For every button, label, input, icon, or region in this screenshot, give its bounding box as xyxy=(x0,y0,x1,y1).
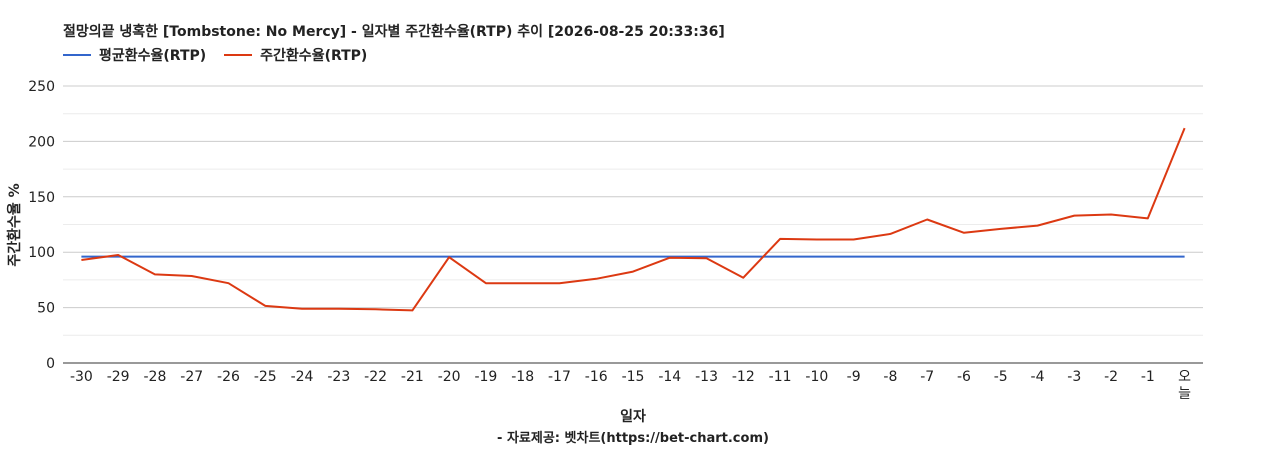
legend-label-average: 평균환수율(RTP) xyxy=(99,48,207,64)
x-tick-label: -11 xyxy=(769,369,792,385)
y-tick-label: 200 xyxy=(28,134,55,150)
x-tick-label: -30 xyxy=(70,369,93,385)
x-tick-label: -25 xyxy=(254,369,277,385)
y-tick-label: 0 xyxy=(46,356,55,372)
x-tick-label: -17 xyxy=(548,369,571,385)
x-tick-label: -16 xyxy=(585,369,608,385)
x-tick-label: -4 xyxy=(1031,369,1045,385)
x-tick-label: -12 xyxy=(732,369,755,385)
legend-item-weekly[interactable]: 주간환수율(RTP) xyxy=(224,45,367,65)
x-tick-label: -26 xyxy=(217,369,240,385)
x-tick-label: -5 xyxy=(994,369,1008,385)
x-tick-label: -18 xyxy=(511,369,534,385)
x-tick-label: -22 xyxy=(364,369,387,385)
x-tick-label: 오 xyxy=(1178,369,1191,385)
y-tick-label: 100 xyxy=(28,245,55,261)
y-tick-label: 50 xyxy=(37,301,55,317)
x-tick-label: -3 xyxy=(1067,369,1081,385)
x-tick-label: -10 xyxy=(805,369,828,385)
x-tick-label: -1 xyxy=(1141,369,1155,385)
legend-label-weekly: 주간환수율(RTP) xyxy=(260,48,368,64)
x-tick-label: -21 xyxy=(401,369,424,385)
x-tick-label: -19 xyxy=(474,369,497,385)
x-tick-label: -28 xyxy=(143,369,166,385)
x-tick-label: -29 xyxy=(107,369,130,385)
x-tick-label: -2 xyxy=(1104,369,1118,385)
x-axis-title: 일자 xyxy=(620,409,646,425)
legend-item-average[interactable]: 평균환수율(RTP) xyxy=(63,45,206,65)
x-tick-label: -20 xyxy=(438,369,461,385)
y-tick-label: 150 xyxy=(28,190,55,206)
legend-swatch-average xyxy=(63,54,91,56)
x-tick-label: -24 xyxy=(291,369,314,385)
x-tick-label: -8 xyxy=(883,369,897,385)
y-tick-label: 250 xyxy=(28,79,55,95)
x-tick-label: -9 xyxy=(847,369,861,385)
series-layer xyxy=(81,127,1186,312)
source-note: - 자료제공: 벳차트(https://bet-chart.com) xyxy=(497,430,769,446)
x-tick-label: -14 xyxy=(658,369,681,385)
chart-title: 절망의끝 냉혹한 [Tombstone: No Mercy] - 일자별 주간환… xyxy=(63,24,725,40)
x-tick-label: -15 xyxy=(622,369,645,385)
legend: 평균환수율(RTP) 주간환수율(RTP) xyxy=(63,45,385,65)
x-tick-label: -13 xyxy=(695,369,718,385)
x-tick-label: -6 xyxy=(957,369,971,385)
legend-swatch-weekly xyxy=(224,54,253,56)
x-tick-label: -27 xyxy=(180,369,203,385)
grid-layer xyxy=(63,85,1203,364)
x-tick-label: -23 xyxy=(327,369,350,385)
series-line-1 xyxy=(81,127,1186,312)
x-tick-label: -7 xyxy=(920,369,934,385)
x-tick-label: 늘 xyxy=(1178,386,1191,402)
y-axis-title: 주간환수율 % xyxy=(6,183,23,266)
